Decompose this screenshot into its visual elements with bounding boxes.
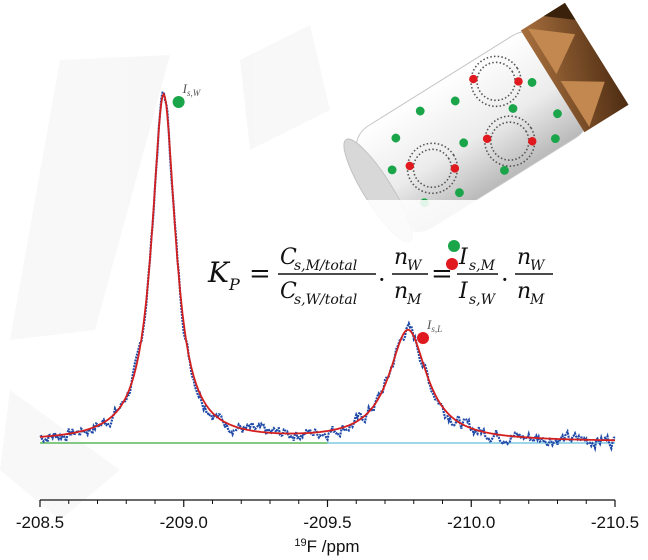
vesicle — [405, 142, 460, 195]
eq-frac2-num-sub: W — [407, 258, 423, 274]
measured-trace — [39, 90, 616, 453]
eq-frac4-den-sub: M — [529, 292, 545, 308]
x-tick-label: -210.5 — [591, 513, 639, 532]
water-dot — [455, 188, 464, 198]
eq-frac2-num: n — [394, 245, 408, 270]
eq-lhs-sub: P — [228, 275, 240, 294]
x-tick-label: -210.0 — [447, 513, 495, 532]
peak-marker — [172, 96, 185, 108]
nmr-rotor-illustration — [343, 2, 629, 243]
watermark — [0, 25, 330, 520]
eq-frac1-den: C — [280, 279, 297, 304]
x-axis-title-text: F /ppm — [307, 537, 360, 556]
eq-dot-1: · — [378, 266, 386, 294]
eq-frac3-num-sub: s,M — [469, 258, 496, 274]
peak-marker — [417, 331, 429, 344]
peak-label: Is,L — [426, 317, 442, 334]
peak-label: Is,W — [182, 81, 202, 98]
eq-frac4-den: n — [517, 279, 531, 304]
peak-labels: Is,W Is,L — [172, 81, 442, 344]
water-dot — [508, 104, 518, 113]
eq-lhs: K — [207, 256, 231, 289]
eq-frac2-den-sub: M — [406, 292, 422, 308]
x-axis-title-sup: 19 — [294, 537, 306, 549]
measured-spectrum — [39, 90, 616, 453]
eq-frac4-num-sub: W — [530, 258, 546, 274]
water-dot — [450, 96, 460, 106]
eq-frac3-num: I — [458, 245, 469, 270]
eq-dot-2: · — [501, 266, 509, 294]
eq-frac1-num-sub: s,M/total — [294, 258, 357, 274]
x-tick-label: -209.5 — [303, 513, 351, 532]
water-dot — [387, 165, 397, 175]
fit-trace — [39, 92, 615, 442]
water-dot — [500, 166, 509, 175]
partition-equation: K P = C s,M/total C s,W/total · n W n M … — [207, 240, 553, 308]
eq-frac4-num: n — [517, 245, 531, 270]
water-dot — [391, 133, 401, 143]
eq-membrane-dot — [446, 258, 458, 270]
water-dot — [553, 109, 562, 119]
eq-equals-1: = — [249, 259, 271, 289]
x-axis: -208.5 -209.0 -209.5 -210.0 -210.5 — [16, 499, 639, 532]
water-dot — [459, 138, 469, 148]
eq-frac1-num: C — [280, 245, 297, 270]
rotor-cap — [520, 2, 629, 133]
eq-frac3-den-sub: s,W — [469, 292, 497, 308]
water-dot — [550, 134, 560, 144]
vesicles — [405, 55, 537, 195]
eq-frac3-den: I — [458, 279, 469, 304]
eq-frac1-den-sub: s,W/total — [294, 292, 357, 308]
water-dot — [415, 106, 425, 116]
x-tick-label: -208.5 — [16, 513, 64, 532]
eq-water-dot — [448, 240, 460, 252]
water-molecules — [387, 78, 562, 208]
vesicle — [482, 115, 537, 167]
vesicle — [469, 55, 523, 108]
equation-box — [201, 200, 559, 348]
water-dot — [527, 78, 537, 87]
fit-curve — [39, 92, 615, 442]
eq-frac2-den: n — [394, 279, 408, 304]
x-tick-label: -209.0 — [160, 513, 208, 532]
x-axis-title: 19F /ppm — [294, 537, 359, 556]
